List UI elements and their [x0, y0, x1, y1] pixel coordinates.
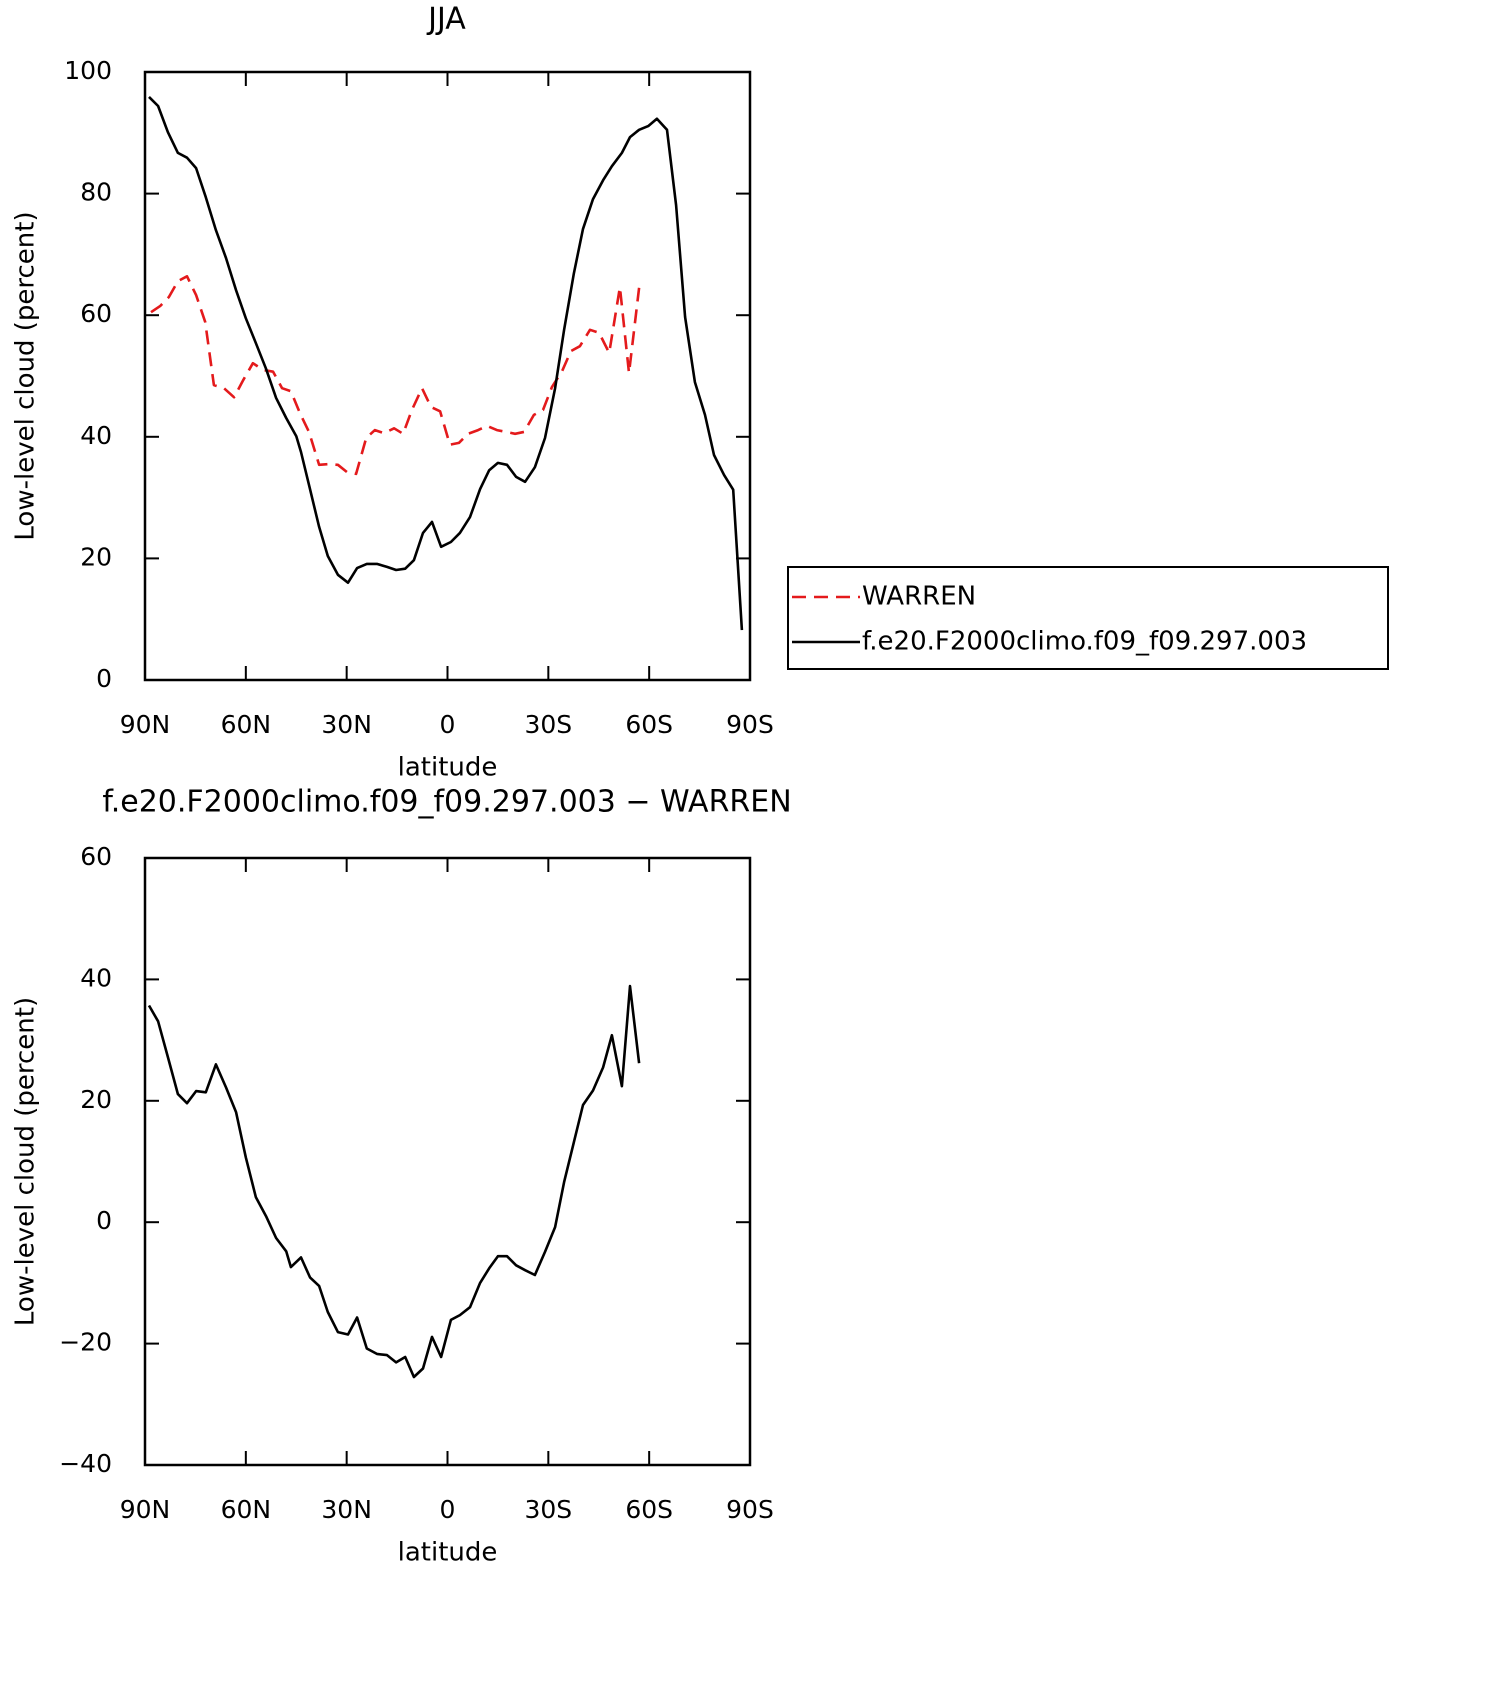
y-tick-label: 60	[80, 299, 112, 328]
x-tick-label: 90N	[120, 1495, 171, 1524]
x-tick-label: 60S	[625, 710, 673, 739]
legend-label: WARREN	[862, 582, 976, 612]
y-tick-label: 40	[80, 421, 112, 450]
y-tick-label: 100	[64, 56, 112, 85]
x-tick-label: 30N	[321, 710, 372, 739]
plot-frame	[143, 70, 752, 682]
y-tick-label: 0	[96, 1206, 112, 1235]
legend-box	[787, 566, 1389, 670]
y-axis-label: Low-level cloud (percent)	[11, 997, 41, 1326]
series-line	[150, 275, 641, 476]
y-tick-label: 20	[80, 1085, 112, 1114]
y-tick-label: −40	[59, 1449, 112, 1478]
x-tick-label: 30S	[524, 1495, 572, 1524]
y-axis-label: Low-level cloud (percent)	[11, 211, 41, 540]
x-tick-label: 0	[440, 1495, 456, 1524]
chart-title: JJA	[426, 2, 466, 37]
y-tick-label: 40	[80, 963, 112, 992]
chart-title: f.e20.F2000climo.f09_f09.297.003 − WARRE…	[102, 785, 791, 820]
x-tick-label: 60N	[221, 710, 272, 739]
x-tick-label: 60N	[221, 1495, 272, 1524]
x-tick-label: 90N	[120, 710, 171, 739]
x-axis-label: latitude	[398, 753, 498, 783]
x-tick-label: 90S	[726, 1495, 774, 1524]
series-line	[147, 984, 641, 1379]
x-tick-label: 0	[440, 710, 456, 739]
x-tick-label: 90S	[726, 710, 774, 739]
plot-frame	[143, 856, 752, 1467]
x-tick-label: 30N	[321, 1495, 372, 1524]
x-tick-label: 60S	[625, 1495, 673, 1524]
x-tick-label: 30S	[524, 710, 572, 739]
y-tick-label: −20	[59, 1328, 112, 1357]
y-tick-label: 20	[80, 542, 112, 571]
y-tick-label: 60	[80, 842, 112, 871]
legend-label: f.e20.F2000climo.f09_f09.297.003	[862, 627, 1307, 657]
x-axis-label: latitude	[398, 1538, 498, 1568]
y-tick-label: 80	[80, 178, 112, 207]
series-line	[148, 95, 744, 631]
y-tick-label: 0	[96, 664, 112, 693]
